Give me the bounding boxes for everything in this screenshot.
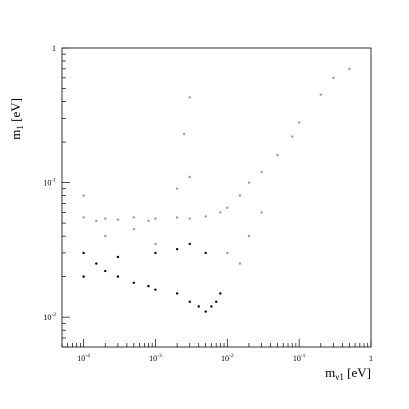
data-point (104, 217, 107, 220)
data-point (82, 275, 85, 278)
data-point (319, 93, 322, 96)
data-point (247, 181, 251, 184)
data-point (238, 194, 242, 197)
data-point (214, 300, 218, 304)
data-point (238, 262, 242, 265)
x-tick-label: 10-4​ (77, 353, 90, 363)
x-tick-label: 10-1​ (293, 353, 306, 363)
data-point (226, 206, 229, 209)
gray-series (82, 67, 351, 265)
data-point (154, 217, 157, 220)
data-point (175, 247, 179, 251)
data-point (82, 251, 85, 255)
data-point (147, 219, 150, 222)
x-tick-label: 10-2​ (221, 353, 234, 363)
y-tick-label: 1 (52, 44, 56, 53)
x-axis-label: mν1​ [eV] (325, 365, 371, 382)
data-point (226, 251, 229, 255)
data-point (219, 292, 222, 295)
data-point (188, 242, 191, 246)
data-point (197, 305, 200, 308)
data-point (219, 211, 222, 214)
y-tick-label: 10-1​ (43, 178, 56, 188)
black-series (82, 242, 222, 313)
data-point (116, 218, 120, 221)
data-point (175, 292, 179, 295)
data-point (82, 216, 85, 219)
data-point (297, 121, 301, 124)
data-point (247, 234, 251, 238)
data-point (260, 170, 263, 174)
x-tick-label: 1 (369, 354, 373, 363)
data-point (188, 175, 191, 179)
data-point (116, 255, 120, 259)
data-point (332, 76, 335, 80)
y-tick-labels: 10-2​ 10-1​ 1 (43, 44, 56, 322)
data-point (175, 216, 179, 219)
x-axis-ticks (61, 339, 372, 347)
data-point (132, 216, 136, 219)
data-point (147, 284, 150, 288)
x-tick-label: 10-3​ (149, 353, 162, 363)
data-point (82, 194, 85, 197)
data-point (104, 269, 107, 273)
data-point (276, 153, 279, 157)
data-point (290, 135, 294, 138)
data-point (154, 251, 157, 255)
data-point (188, 300, 191, 304)
data-point (348, 67, 351, 71)
data-point (116, 275, 120, 278)
data-point (188, 96, 191, 99)
x-tick-labels: 10-4​ 10-3​ 10-2​ 10-1​ 1 (77, 353, 373, 363)
y-tick-label: 10-2​ (43, 312, 56, 322)
data-point (104, 234, 107, 238)
data-point (188, 217, 191, 220)
data-point (95, 219, 98, 222)
data-point (182, 132, 186, 136)
data-point (210, 305, 213, 308)
data-point (132, 228, 136, 231)
data-point (175, 187, 179, 190)
data-point (204, 251, 207, 255)
data-point (154, 288, 157, 291)
data-point (260, 211, 263, 214)
data-point (204, 310, 207, 313)
y-axis-label: m1​ [eV] (8, 98, 25, 140)
data-point (204, 215, 207, 218)
data-point (95, 262, 98, 265)
data-point (132, 281, 136, 284)
y-axis-ticks (62, 47, 70, 348)
data-point (154, 242, 157, 246)
